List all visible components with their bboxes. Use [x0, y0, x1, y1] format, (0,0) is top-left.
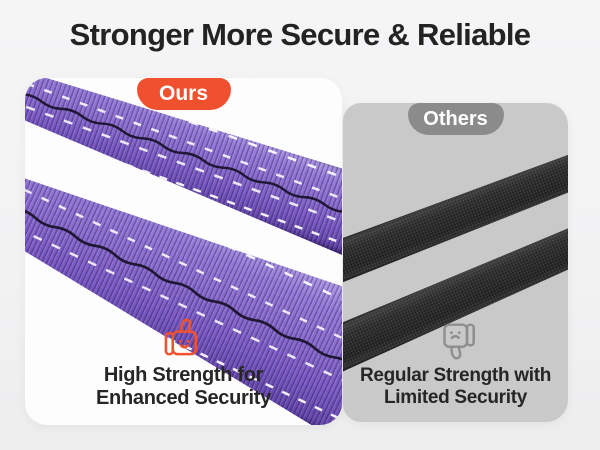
- page-title: Stronger More Secure & Reliable: [69, 17, 531, 52]
- others-panel: Others Regular Strength with Limited Sec…: [343, 103, 568, 422]
- ours-caption-line1: High Strength for: [103, 364, 264, 386]
- purple-webbing-strap-bottom: [25, 122, 342, 425]
- purple-webbing-strap-top: [25, 78, 342, 267]
- stitch-wave-line: [25, 186, 342, 379]
- ours-caption-line2: Enhanced Security: [96, 387, 271, 409]
- ours-caption: High Strength for Enhanced Security: [25, 364, 342, 410]
- ours-badge: Ours: [136, 78, 231, 110]
- others-caption-line1: Regular Strength with: [359, 365, 552, 386]
- thumbs-down-sad-icon: [442, 323, 475, 360]
- ours-badge-label: Ours: [158, 82, 208, 105]
- thumbs-up-smiley-icon: [164, 318, 197, 356]
- others-badge-label: Others: [423, 107, 488, 130]
- others-caption: Regular Strength with Limited Security: [343, 365, 568, 409]
- others-caption-line2: Limited Security: [383, 387, 528, 408]
- others-badge: Others: [407, 103, 504, 135]
- stitch-wave-line: [25, 78, 342, 230]
- ours-panel: Ours High Strength for Enhanced Security: [25, 78, 342, 425]
